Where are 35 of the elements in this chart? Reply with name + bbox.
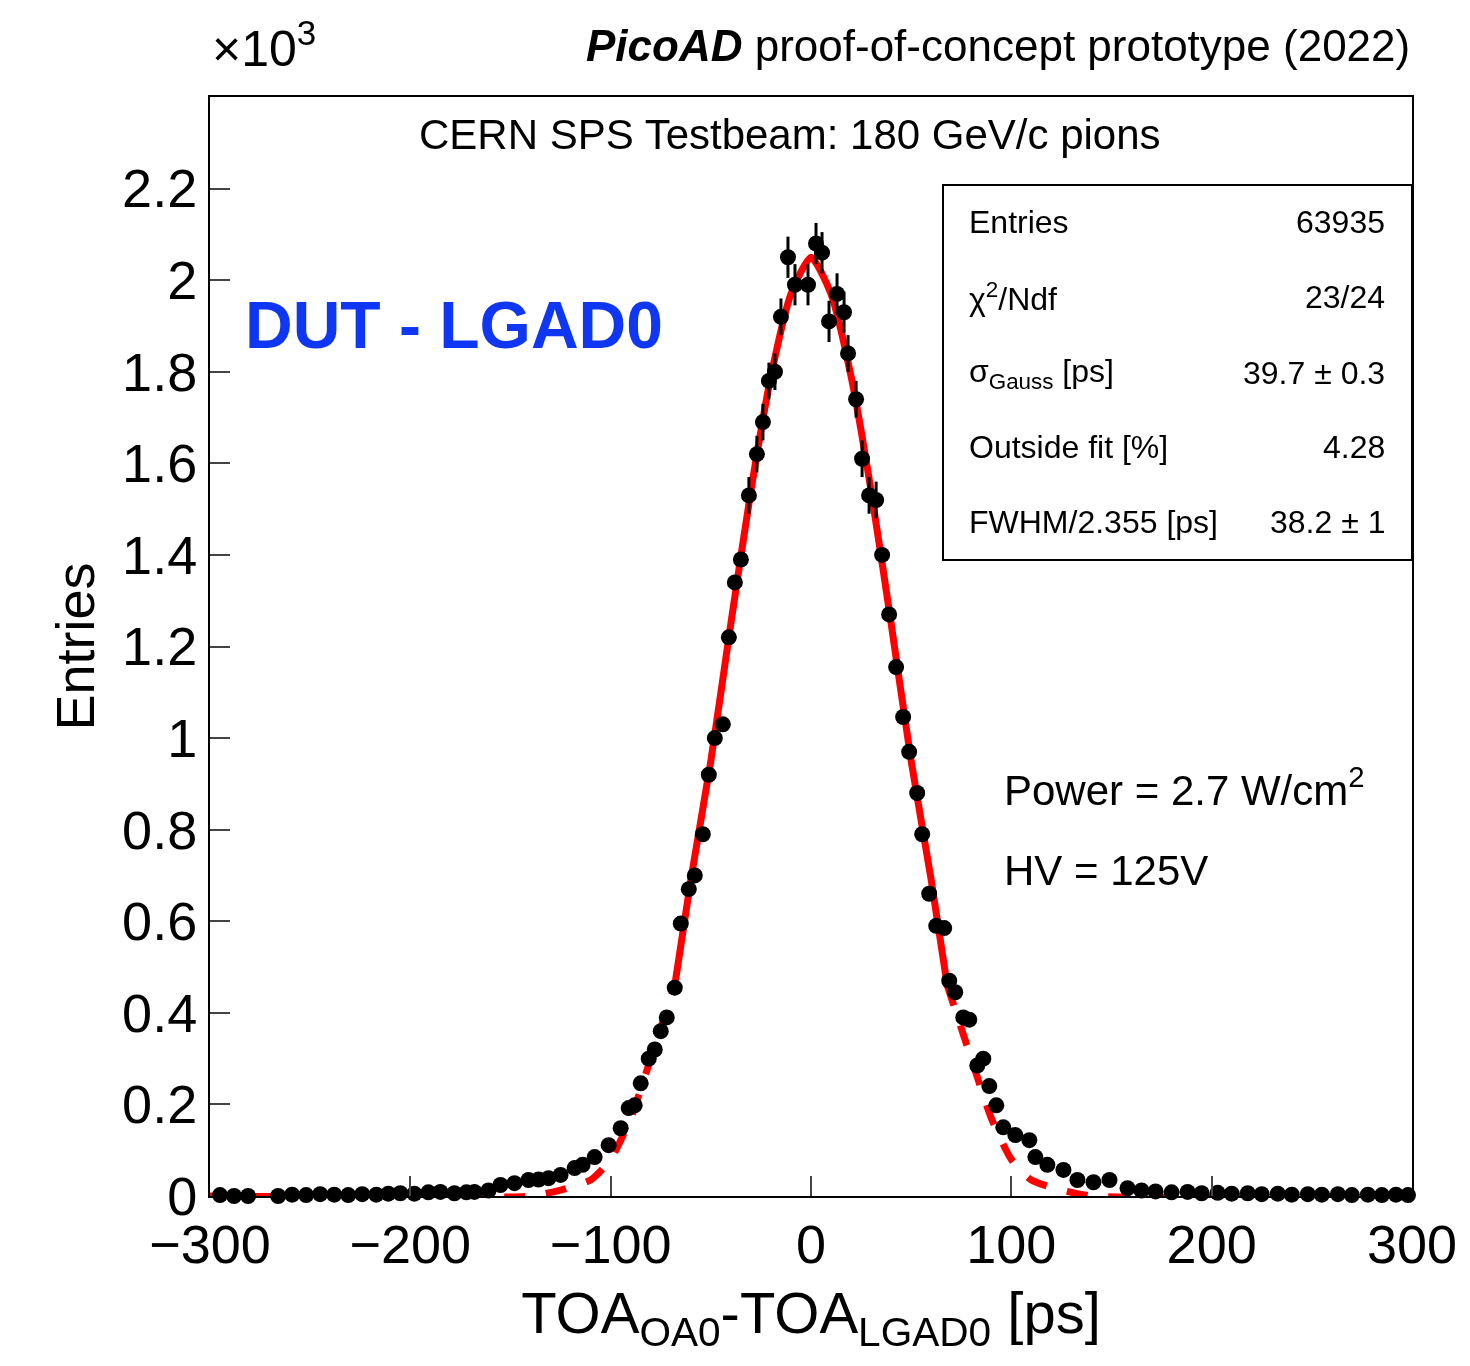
annotation: 4.28 (1323, 429, 1386, 465)
annotation: Entries (969, 204, 1069, 240)
x-tick-label: −100 (549, 1213, 672, 1274)
annotation: Power = 2.7 W/cm$^{2}$ (1004, 760, 1365, 814)
y-tick-label: 1.6 (122, 433, 198, 494)
y-tick-label: 1.8 (122, 341, 198, 402)
y-tick-label: 0.2 (122, 1074, 198, 1135)
annotation: HV = 125V (1004, 847, 1209, 894)
y-tick-label: 1 (167, 707, 198, 768)
x-axis-title: TOA$_{OA0}$-TOA$_{LGAD0}$ [ps] (521, 1280, 1101, 1355)
y-tick-label: 0.8 (122, 799, 198, 860)
annotation: 23/24 (1305, 279, 1386, 315)
y-tick-label: 0.6 (122, 891, 198, 952)
annotation: Outside fit [%] (969, 429, 1169, 465)
x-tick-label: 0 (795, 1213, 827, 1274)
annotation: 39.7 ± 0.3 (1243, 355, 1386, 391)
x-tick-label: 200 (1166, 1213, 1257, 1274)
annotation: χ$^{2}$/Ndf (969, 277, 1058, 318)
annotation: FWHM/2.355 [ps] (969, 504, 1218, 540)
annotation: 38.2 ± 1 (1270, 504, 1386, 540)
y-tick-label: 1.4 (122, 524, 198, 585)
x-tick-label: 100 (966, 1213, 1057, 1274)
x-tick-label: 300 (1366, 1213, 1458, 1274)
annotation: CERN SPS Testbeam: 180 GeV/c pions (419, 111, 1161, 158)
y-tick-label: 0.4 (122, 982, 198, 1043)
y-tick-label: 2.2 (122, 158, 198, 219)
x-tick-label: −200 (349, 1213, 472, 1274)
chart-title: PicoAD proof-of-concept prototype (2022) (586, 21, 1411, 70)
annotation: 63935 (1296, 204, 1385, 240)
text: ×10$^{3}$ (212, 13, 317, 77)
y-axis-title: Entries (45, 562, 106, 731)
y-tick-label: 2 (167, 250, 198, 311)
annotation: DUT - LGAD0 (245, 288, 663, 362)
y-tick-label: 1.2 (122, 616, 198, 677)
annotation: σ$_{Gauss}$ [ps] (969, 353, 1114, 394)
